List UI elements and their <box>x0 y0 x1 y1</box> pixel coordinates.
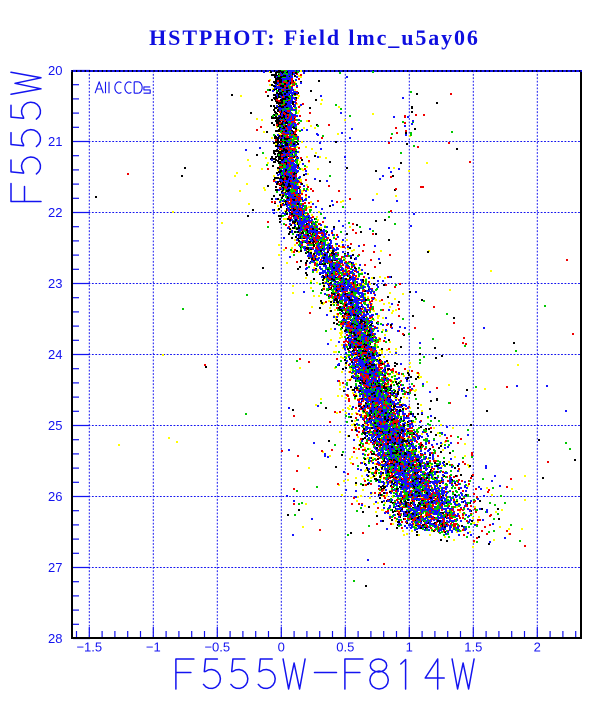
svg-text:1.5: 1.5 <box>464 640 482 655</box>
svg-text:2: 2 <box>534 640 541 655</box>
svg-text:−1.5: −1.5 <box>76 640 102 655</box>
svg-text:−1: −1 <box>146 640 161 655</box>
svg-text:20: 20 <box>48 63 62 78</box>
svg-text:23: 23 <box>48 276 62 291</box>
svg-text:25: 25 <box>48 418 62 433</box>
svg-text:1: 1 <box>406 640 413 655</box>
svg-text:0.5: 0.5 <box>336 640 354 655</box>
svg-text:22: 22 <box>48 205 62 220</box>
svg-text:0: 0 <box>278 640 285 655</box>
svg-text:21: 21 <box>48 134 62 149</box>
svg-text:26: 26 <box>48 489 62 504</box>
svg-text:−0.5: −0.5 <box>204 640 230 655</box>
svg-text:24: 24 <box>48 347 62 362</box>
svg-text:28: 28 <box>48 631 62 646</box>
svg-text:27: 27 <box>48 560 62 575</box>
